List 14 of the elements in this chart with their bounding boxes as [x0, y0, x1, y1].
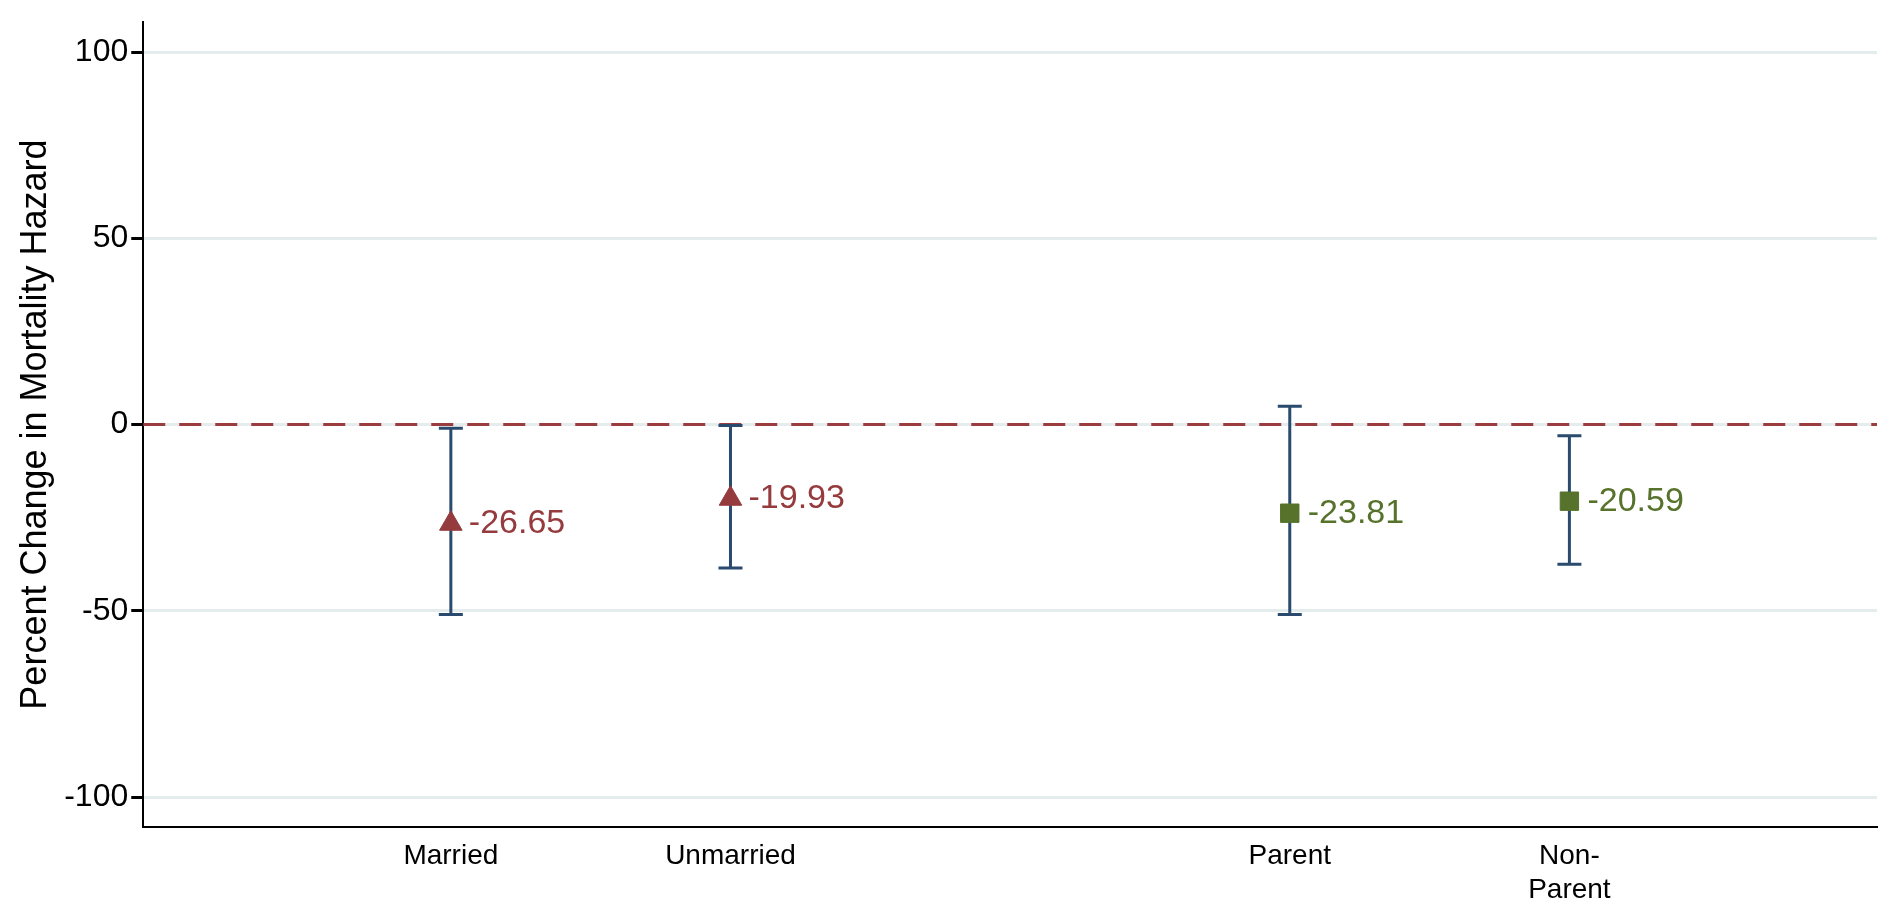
y-tick-label: 0 [110, 404, 129, 441]
y-tick-label: 100 [74, 31, 129, 68]
x-tick-label: Married [403, 839, 499, 871]
y-axis-title: Percent Change in Mortality Hazard [12, 139, 54, 710]
x-tick-label: Unmarried [665, 839, 796, 871]
data-label: -19.93 [748, 477, 845, 516]
y-tick-label: 50 [92, 218, 129, 255]
x-tick-label: Parent [1248, 839, 1332, 871]
data-label: -20.59 [1587, 479, 1684, 518]
data-label: -26.65 [468, 502, 566, 541]
x-tick-label: Non-Parent [1528, 839, 1611, 904]
y-tick-label: -100 [64, 776, 129, 813]
y-tick-label: -50 [82, 590, 129, 627]
data-label: -23.81 [1307, 491, 1405, 530]
